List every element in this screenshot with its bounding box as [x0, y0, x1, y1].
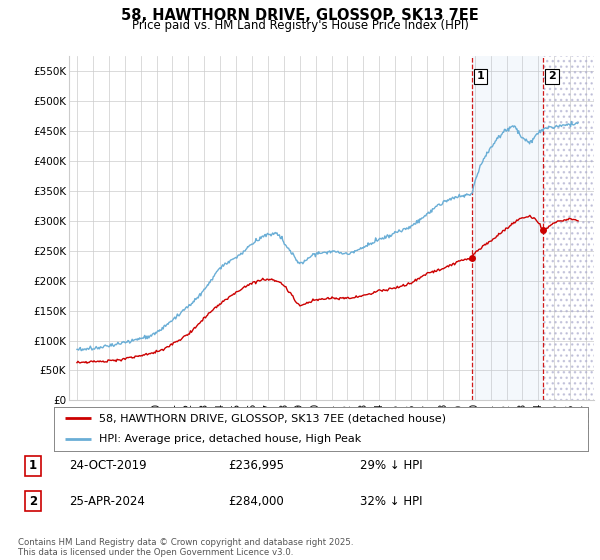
Text: 29% ↓ HPI: 29% ↓ HPI	[360, 459, 422, 473]
Text: 1: 1	[29, 459, 37, 473]
Text: £236,995: £236,995	[228, 459, 284, 473]
Text: 2: 2	[29, 494, 37, 508]
Text: 1: 1	[476, 72, 484, 82]
Bar	[544, 56, 594, 400]
Text: 32% ↓ HPI: 32% ↓ HPI	[360, 494, 422, 508]
Text: 2: 2	[548, 72, 556, 82]
Text: £284,000: £284,000	[228, 494, 284, 508]
Text: 58, HAWTHORN DRIVE, GLOSSOP, SK13 7EE (detached house): 58, HAWTHORN DRIVE, GLOSSOP, SK13 7EE (d…	[100, 413, 446, 423]
Text: 58, HAWTHORN DRIVE, GLOSSOP, SK13 7EE: 58, HAWTHORN DRIVE, GLOSSOP, SK13 7EE	[121, 8, 479, 24]
Text: Price paid vs. HM Land Registry's House Price Index (HPI): Price paid vs. HM Land Registry's House …	[131, 19, 469, 32]
Bar	[472, 56, 544, 400]
Bar	[544, 56, 594, 400]
Text: 24-OCT-2019: 24-OCT-2019	[69, 459, 146, 473]
Text: Contains HM Land Registry data © Crown copyright and database right 2025.
This d: Contains HM Land Registry data © Crown c…	[18, 538, 353, 557]
Text: 25-APR-2024: 25-APR-2024	[69, 494, 145, 508]
Text: HPI: Average price, detached house, High Peak: HPI: Average price, detached house, High…	[100, 433, 362, 444]
